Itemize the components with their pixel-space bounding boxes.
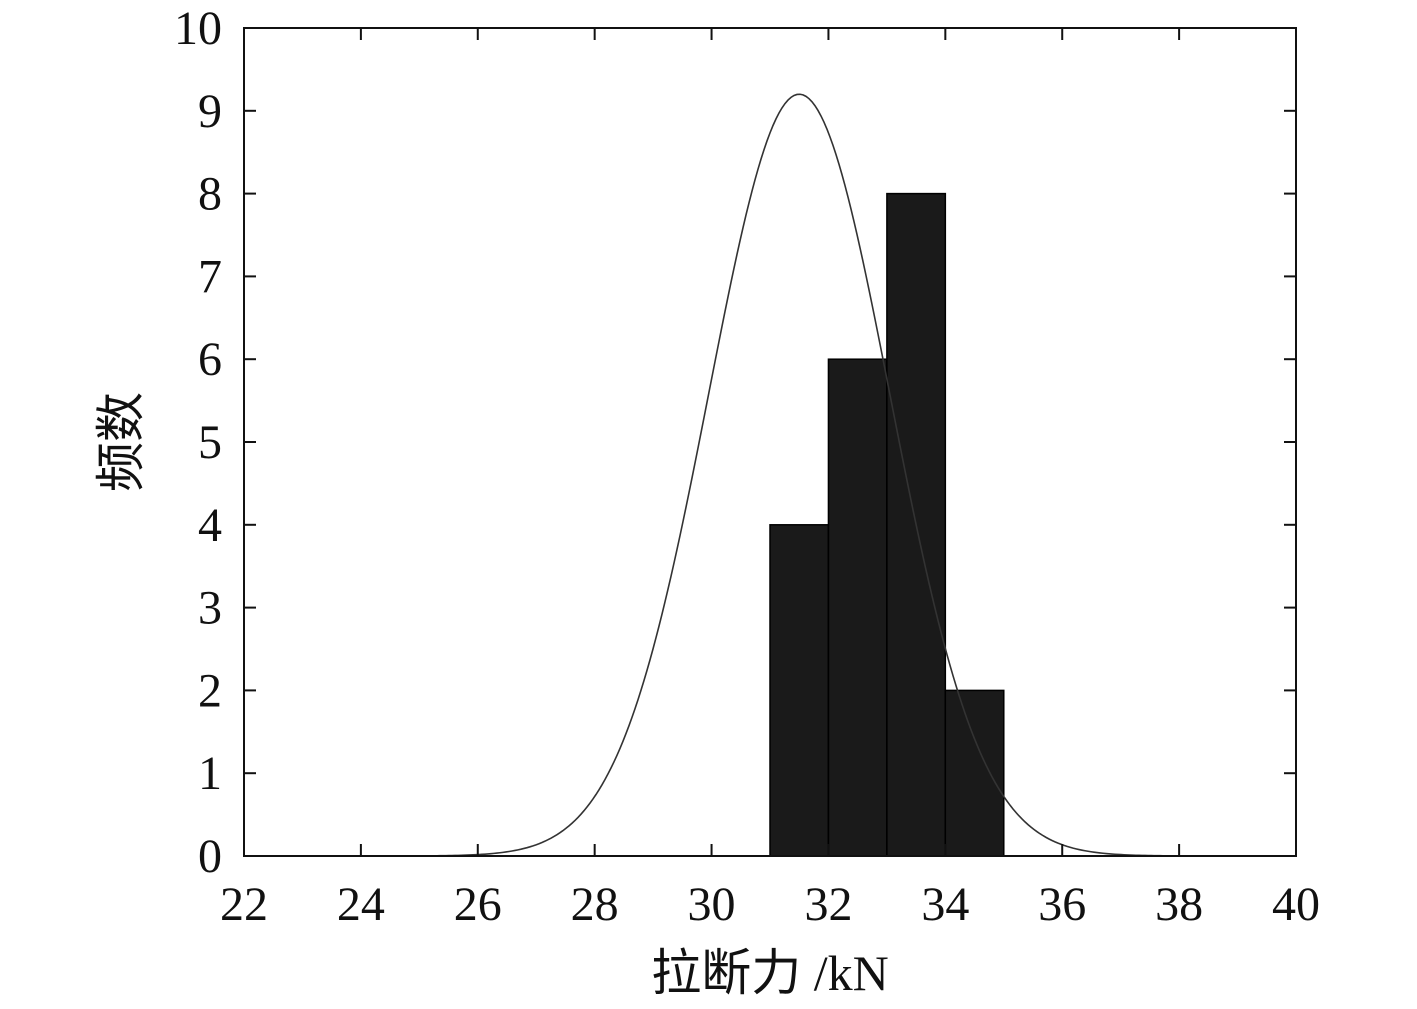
x-tick-label: 24	[337, 878, 385, 931]
bars-layer	[769, 192, 1005, 857]
y-axis-label: 频数	[93, 392, 149, 492]
y-tick-label: 5	[198, 416, 222, 469]
x-tick-label: 40	[1272, 878, 1320, 931]
y-tick-labels: 0 1 2 3 4 5 6 7 8 9 10	[174, 2, 222, 883]
x-tick-label: 28	[571, 878, 619, 931]
y-tick-label: 3	[198, 582, 222, 635]
y-tick-label: 10	[174, 2, 222, 55]
x-tick-label: 34	[921, 878, 969, 931]
x-tick-label: 38	[1155, 878, 1203, 931]
normal-fit-curve	[319, 93, 1221, 857]
x-tick-label: 26	[454, 878, 502, 931]
histogram-bar-4	[944, 689, 1005, 857]
y-tick-label: 4	[198, 499, 222, 552]
y-tick-label: 9	[198, 85, 222, 138]
y-tick-label: 1	[198, 747, 222, 800]
histogram-bar-1	[769, 524, 830, 857]
x-tick-labels: 22 24 26 28 30 32 34 36 38 40	[220, 878, 1320, 931]
y-tick-label: 7	[198, 250, 222, 303]
ticks-layer	[243, 27, 1297, 857]
x-tick-label: 30	[688, 878, 736, 931]
x-axis-label: 拉断力 /kN	[651, 945, 889, 1001]
histogram-bar-2	[827, 358, 888, 857]
x-tick-label: 32	[804, 878, 852, 931]
y-tick-label: 0	[198, 830, 222, 883]
y-tick-label: 8	[198, 168, 222, 221]
y-tick-label: 6	[198, 333, 222, 386]
y-tick-label: 2	[198, 664, 222, 717]
x-tick-label: 36	[1038, 878, 1086, 931]
x-tick-label: 22	[220, 878, 268, 931]
